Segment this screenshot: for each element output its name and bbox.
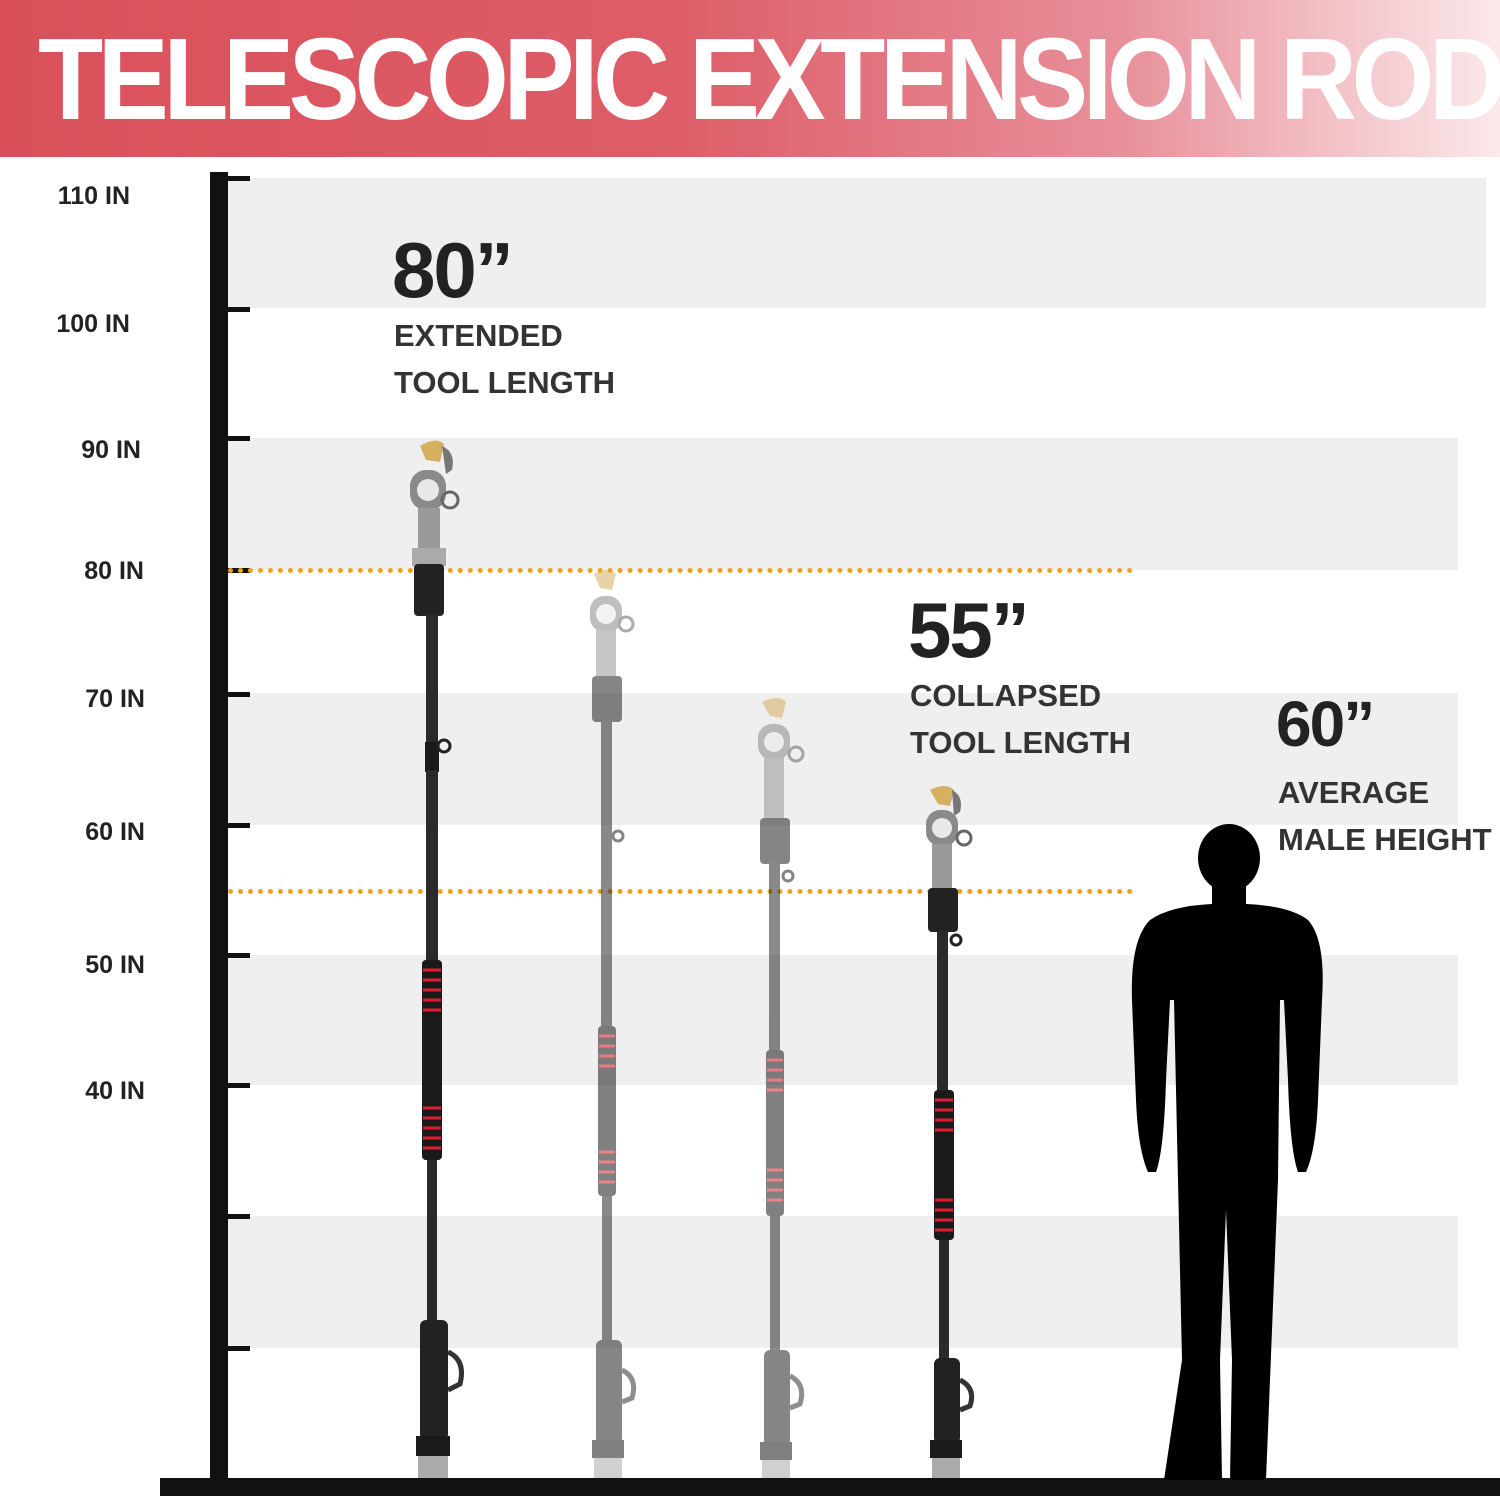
ground-line — [160, 1478, 1500, 1496]
banner-title: TELESCOPIC EXTENSION ROD — [38, 14, 1500, 144]
pruner-stage-2-icon — [590, 570, 637, 1478]
extended-caption-line1: EXTENDED — [394, 318, 563, 353]
scale-label-50: 50 IN — [85, 951, 145, 979]
collapsed-caption-line2: TOOL LENGTH — [910, 725, 1132, 760]
scale-label-100: 100 IN — [56, 310, 130, 338]
scale-label-70: 70 IN — [85, 685, 145, 713]
scale-tick — [228, 953, 250, 958]
scale-tick — [228, 176, 250, 181]
scale-label-110: 110 IN — [57, 182, 130, 210]
collapsed-length-value: 55” — [908, 586, 1030, 674]
scale-label-40: 40 IN — [85, 1077, 145, 1105]
scale-tick — [228, 307, 250, 312]
extended-length-marker — [228, 568, 1133, 573]
male-caption-line1: AVERAGE — [1278, 775, 1430, 810]
extended-length-value: 80” — [392, 226, 514, 314]
scale-label-90: 90 IN — [81, 436, 141, 464]
scale-label-60: 60 IN — [85, 818, 145, 846]
scale-band — [228, 178, 1486, 308]
scale-tick — [228, 1346, 250, 1351]
scale-label-80: 80 IN — [84, 557, 144, 585]
male-height-value: 60” — [1276, 688, 1375, 760]
scale-tick — [228, 692, 250, 697]
scale-tick — [228, 823, 250, 828]
extended-pruner-icon — [410, 440, 464, 1478]
scale-tick — [228, 436, 250, 441]
pruner-stage-3-icon — [758, 698, 805, 1478]
collapsed-caption-line1: COLLAPSED — [910, 678, 1102, 713]
title-banner: TELESCOPIC EXTENSION ROD — [0, 0, 1500, 157]
male-silhouette-icon — [1131, 824, 1323, 1480]
height-scale-axis — [210, 172, 228, 1486]
extended-caption-line2: TOOL LENGTH — [394, 365, 616, 400]
scale-tick — [228, 1083, 250, 1088]
collapsed-pruner-icon — [926, 786, 975, 1478]
collapsed-length-marker — [228, 889, 1133, 894]
male-caption-line2: MALE HEIGHT — [1278, 822, 1492, 857]
scale-tick — [228, 1214, 250, 1219]
